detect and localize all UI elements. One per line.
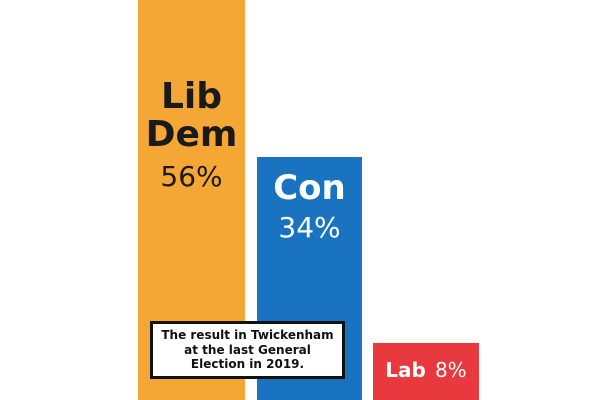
annotation-text: The result in Twickenham at the last Gen… — [161, 328, 334, 372]
bar-lab: Lab 8% — [373, 343, 479, 400]
bar-label-con: Con — [273, 168, 346, 208]
data-label-lab: 8% — [434, 358, 467, 382]
annotation-box: The result in Twickenham at the last Gen… — [150, 321, 345, 379]
data-label-con: 34% — [278, 210, 341, 244]
bar-label-lab: Lab — [385, 358, 426, 382]
bar-label-lib-dem: Lib Dem — [145, 76, 238, 155]
data-label-lib-dem: 56% — [160, 159, 223, 193]
